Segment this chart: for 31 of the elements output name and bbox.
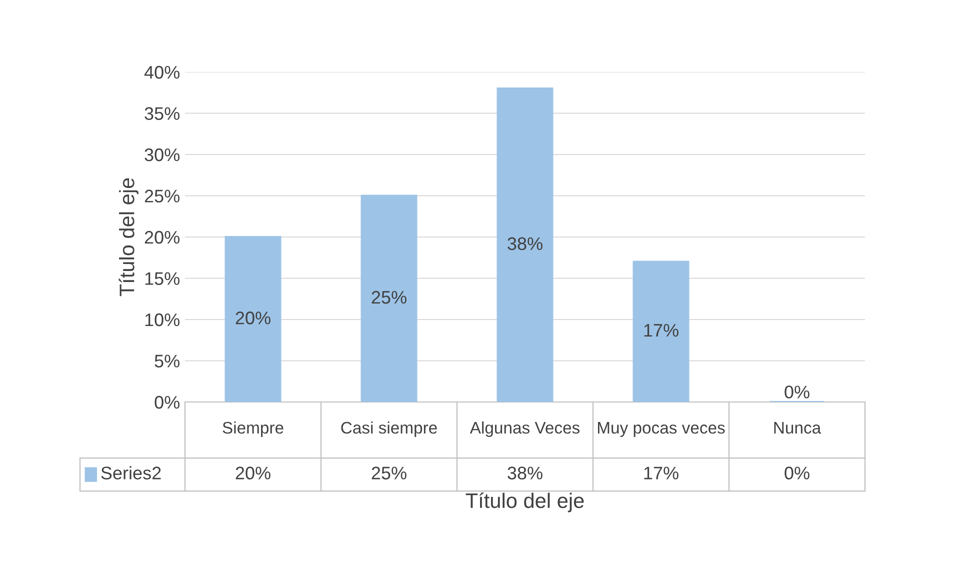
y-axis-title: Título del eje <box>118 178 138 296</box>
text: 38% <box>508 237 542 250</box>
data-label: 20% <box>236 466 270 480</box>
data-label: 0% <box>784 466 810 480</box>
x-tick-label: Casi siempre <box>341 421 437 437</box>
x-tick-label: Algunas Veces <box>470 421 580 437</box>
legend-label: Series2 <box>101 466 161 480</box>
y-tick-label: 30% <box>144 148 180 162</box>
x-axis-title: Título del eje <box>466 492 584 512</box>
y-tick-label: 25% <box>144 190 180 202</box>
data-label: 17% <box>644 466 678 480</box>
y-tick-label: 0% <box>154 396 180 409</box>
data-label: 38% <box>508 466 542 480</box>
y-tick-label: 40% <box>144 66 180 79</box>
text: 17% <box>644 324 678 337</box>
data-label: 25% <box>372 466 406 480</box>
y-tick-label: 35% <box>144 107 180 120</box>
x-tick-label: Muy pocas veces <box>598 422 725 437</box>
text: 25% <box>372 290 406 304</box>
text: 20% <box>236 312 270 324</box>
bar <box>496 87 554 402</box>
x-tick-label: Siempre <box>222 421 284 437</box>
x-tick-label: Nunca <box>774 422 822 434</box>
y-tick-label: 20% <box>144 230 180 244</box>
y-tick-label: 5% <box>154 354 180 368</box>
bar <box>360 194 418 402</box>
y-tick-label: 15% <box>145 272 180 285</box>
bar <box>632 260 690 402</box>
text: 0% <box>784 386 810 398</box>
y-tick-label: 10% <box>145 313 180 326</box>
bar <box>224 236 282 402</box>
